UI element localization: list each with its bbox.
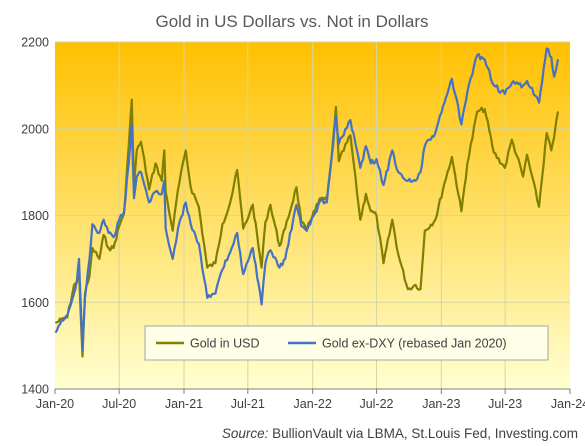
x-axis: Jan-20 Jul-20 Jan-21 Jul-21 Jan-22 Jul-22 Jan-… — [36, 388, 585, 411]
x-tick-label: Jan-22 — [294, 397, 332, 411]
y-axis: 1400 1600 1800 2000 2200 — [21, 36, 49, 397]
legend-label-gold-in-usd: Gold in USD — [190, 337, 259, 351]
x-tick-label: Jan-23 — [422, 397, 460, 411]
x-tick-label: Jul-23 — [488, 397, 522, 411]
series-lines — [54, 47, 560, 358]
x-tick-label: Jan-24 — [551, 397, 585, 411]
y-tick-label: 1800 — [21, 209, 49, 223]
series-line-gold-ex-dxy — [54, 47, 560, 352]
legend: Gold in USD Gold ex-DXY (rebased Jan 202… — [144, 325, 549, 361]
x-tick-label: Jan-20 — [36, 397, 74, 411]
x-tick-label: Jul-20 — [102, 397, 136, 411]
x-tick-label: Jan-21 — [165, 397, 203, 411]
source-text: BullionVault via LBMA, St.Louis Fed, Inv… — [268, 426, 578, 441]
legend-label-gold-ex-dxy: Gold ex-DXY (rebased Jan 2020) — [322, 337, 507, 351]
source-label: Source: — [222, 426, 269, 441]
x-tick-label: Jul-21 — [231, 397, 265, 411]
y-tick-label: 1600 — [21, 296, 49, 310]
chart-title: Gold in US Dollars vs. Not in Dollars — [155, 12, 428, 31]
y-tick-label: 2200 — [21, 36, 49, 50]
x-tick-label: Jul-22 — [359, 397, 393, 411]
y-tick-label: 2000 — [21, 122, 49, 136]
legend-box — [144, 325, 549, 361]
y-tick-label: 1400 — [21, 383, 49, 397]
series-line-gold-in-usd — [54, 98, 560, 358]
source-note: Source: BullionVault via LBMA, St.Louis … — [222, 426, 578, 441]
